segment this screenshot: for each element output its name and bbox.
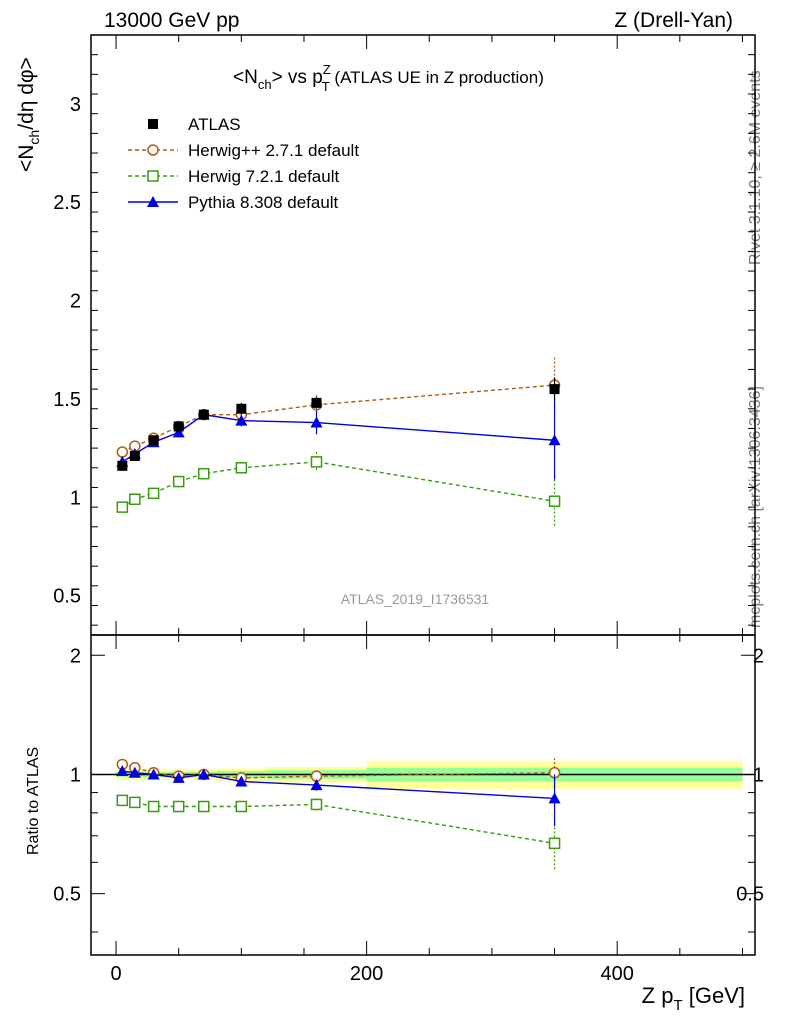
point-herwig-7-2-1-default	[172, 475, 185, 488]
series-line-herwig-2-7-1-default	[122, 384, 555, 453]
point-pythia-8-308-default	[310, 416, 323, 428]
point-atlas	[129, 450, 140, 461]
point-atlas	[311, 397, 322, 408]
point-herwig-2-7-1-default	[116, 446, 129, 458]
analysis-watermark: ATLAS_2019_I1736531	[341, 591, 490, 607]
legend-marker-pythia-8-308-default	[147, 196, 159, 207]
y-tick-label: 0.5	[53, 586, 81, 608]
ratio-y-tick-label-right: 0.5	[736, 884, 764, 906]
y-axis-label: <Nch/dη dφ>	[15, 57, 42, 172]
point-herwig-7-2-1-default	[116, 501, 129, 513]
point-atlas	[549, 384, 560, 395]
ratio-panel-frame	[90, 634, 756, 956]
ratio-point-herwig-7-2-1-default	[235, 800, 248, 813]
header-right: Z (Drell-Yan)	[614, 9, 733, 32]
x-tick-label: 400	[601, 963, 634, 985]
series-line-herwig-7-2-1-default	[121, 461, 555, 508]
y-tick-label: 2.5	[53, 192, 81, 214]
point-atlas	[117, 460, 128, 471]
legend-label-herwig-7-2-1-default: Herwig 7.2.1 default	[188, 167, 339, 186]
ratio-y-tick-label: 2	[70, 645, 81, 667]
point-atlas	[173, 421, 184, 432]
x-tick-label: 200	[350, 963, 383, 985]
ratio-panel-series	[116, 758, 561, 872]
ratio-point-herwig-7-2-1-default	[172, 800, 185, 813]
ratio-axis-label: Ratio to ATLAS	[25, 747, 42, 855]
y-tick-label: 1	[70, 487, 81, 509]
ratio-point-pythia-8-308-default	[116, 765, 129, 777]
point-herwig-7-2-1-default	[198, 467, 210, 480]
ratio-point-pythia-8-308-default	[548, 792, 561, 804]
point-herwig-7-2-1-default	[129, 493, 141, 506]
legend: ATLAS Herwig++ 2.7.1 default Herwig 7.2.1 …	[128, 115, 359, 212]
ratio-point-pythia-8-308-default	[172, 771, 185, 783]
axis-ticks: 0 200 400 0.5 1 1.5 2 2.5 3 0.5 0.5 1 1 2 2	[53, 35, 764, 985]
point-herwig-7-2-1-default	[147, 487, 160, 500]
plot-title: <Nch> vs pZ T (ATLAS UE in Z production)	[233, 62, 544, 94]
point-pythia-8-308-default	[235, 414, 248, 426]
ratio-point-herwig-7-2-1-default	[147, 800, 160, 813]
point-pythia-8-308-default	[172, 426, 185, 438]
ratio-y-tick-label-right: 1	[753, 764, 764, 786]
header-left: 13000 GeV pp	[104, 9, 239, 32]
legend-label-atlas: ATLAS	[188, 115, 241, 134]
legend-marker-herwig-7-2-1-default	[147, 170, 159, 182]
ratio-point-herwig-7-2-1-default	[548, 837, 561, 850]
ratio-y-tick-label: 1	[70, 764, 81, 786]
ratio-point-pythia-8-308-default	[235, 775, 248, 787]
ratio-point-herwig-7-2-1-default	[198, 800, 210, 813]
point-herwig-7-2-1-default	[310, 456, 323, 468]
ratio-point-pythia-8-308-default	[147, 768, 160, 780]
point-atlas	[148, 435, 159, 446]
ratio-point-pythia-8-308-default	[128, 766, 141, 778]
legend-marker-herwig-2-7-1-default	[147, 144, 159, 156]
point-atlas	[198, 409, 209, 420]
y-tick-label: 2	[70, 291, 81, 313]
ratio-point-pythia-8-308-default	[310, 779, 323, 791]
legend-marker-atlas	[148, 119, 158, 129]
main-panel-series	[116, 357, 561, 527]
ratio-point-herwig-7-2-1-default	[129, 796, 141, 809]
point-atlas	[236, 403, 247, 414]
point-herwig-7-2-1-default	[235, 462, 248, 474]
ratio-point-herwig-7-2-1-default	[310, 798, 323, 811]
ratio-point-herwig-7-2-1-default	[116, 794, 129, 807]
y-tick-label: 3	[70, 94, 81, 116]
legend-label-herwig-2-7-1-default: Herwig++ 2.7.1 default	[188, 141, 359, 160]
ratio-line-herwig-7-2-1-default	[122, 799, 555, 845]
x-tick-label: 0	[110, 963, 121, 985]
ratio-point-pythia-8-308-default	[197, 768, 210, 780]
y-tick-label: 1.5	[53, 389, 81, 411]
ratio-y-tick-label: 0.5	[53, 884, 81, 906]
ratio-y-tick-label-right: 2	[753, 645, 764, 667]
point-herwig-7-2-1-default	[548, 495, 561, 507]
x-axis-label: Z pT [GeV]	[642, 983, 745, 1014]
point-pythia-8-308-default	[548, 434, 561, 446]
legend-label-pythia-8-308-default: Pythia 8.308 default	[188, 193, 339, 212]
